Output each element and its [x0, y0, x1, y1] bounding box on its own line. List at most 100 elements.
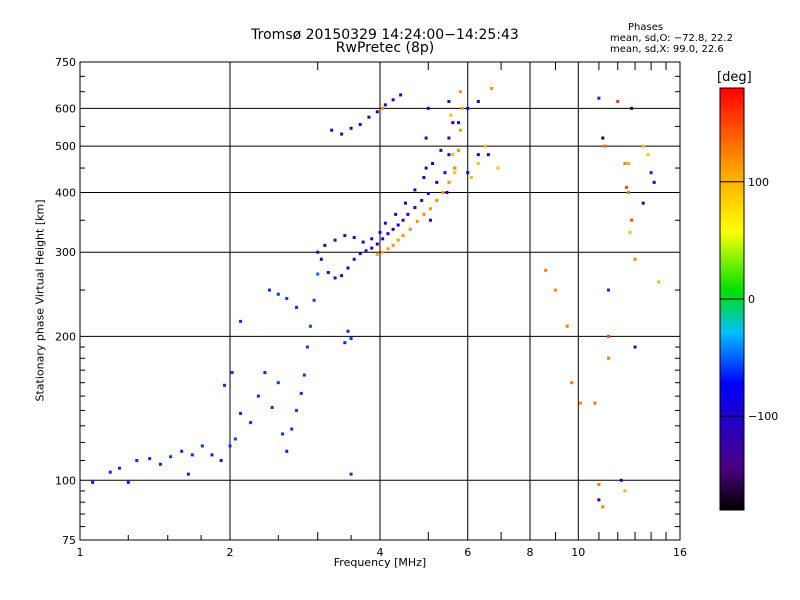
data-point — [383, 221, 387, 225]
data-point — [281, 432, 285, 436]
data-point — [401, 234, 405, 238]
data-point — [597, 498, 601, 502]
data-point — [476, 161, 480, 165]
data-point — [249, 421, 253, 425]
data-point — [358, 252, 362, 256]
data-point — [597, 96, 601, 100]
data-point — [623, 489, 627, 493]
x-tick-label: 4 — [377, 546, 384, 559]
data-point — [228, 444, 232, 448]
data-point — [633, 345, 637, 349]
data-point — [386, 247, 390, 251]
data-point — [394, 212, 398, 216]
data-point — [544, 268, 548, 272]
data-point — [424, 136, 428, 140]
data-point — [570, 381, 574, 385]
data-point — [422, 212, 426, 216]
data-point — [435, 198, 439, 202]
data-point — [469, 175, 473, 179]
colorbar-tick-label: 0 — [748, 293, 755, 306]
y-tick-label: 400 — [55, 186, 76, 199]
data-point — [476, 153, 480, 157]
data-point — [601, 136, 605, 140]
y-tick-label: 600 — [55, 102, 76, 115]
data-point — [391, 227, 395, 231]
data-point — [346, 329, 350, 333]
data-point — [333, 276, 337, 280]
data-point — [431, 161, 435, 165]
data-point — [326, 271, 330, 275]
data-point — [367, 115, 371, 119]
data-point — [233, 437, 237, 441]
data-point — [316, 250, 320, 254]
data-point — [406, 212, 410, 216]
data-point — [597, 482, 601, 486]
data-point — [603, 144, 607, 148]
x-tick-label: 6 — [464, 546, 471, 559]
data-point — [408, 227, 412, 231]
stats-heading: Phases — [628, 22, 664, 33]
data-point — [285, 449, 289, 453]
data-point — [358, 123, 362, 127]
data-point — [305, 345, 309, 349]
data-point — [383, 103, 387, 107]
colorbar-label: [deg] — [717, 70, 752, 85]
data-point — [626, 161, 630, 165]
data-point — [453, 171, 457, 175]
data-point — [447, 100, 451, 104]
data-point — [370, 237, 374, 241]
data-point — [657, 280, 661, 284]
data-point — [628, 230, 632, 234]
data-point — [312, 298, 316, 302]
data-point — [158, 462, 162, 466]
data-point — [223, 383, 227, 387]
x-axis-label: Frequency [MHz] — [333, 556, 427, 569]
data-point — [476, 100, 480, 104]
data-point — [333, 238, 337, 242]
data-point — [386, 232, 390, 236]
data-point — [148, 457, 152, 461]
data-point — [415, 219, 419, 223]
data-point — [285, 297, 289, 301]
data-point — [413, 188, 417, 192]
data-point — [239, 411, 243, 415]
data-point — [607, 288, 611, 292]
data-point — [270, 405, 274, 409]
data-point — [625, 185, 629, 189]
data-point — [239, 319, 243, 323]
data-point — [490, 87, 494, 91]
x-tick-label: 1 — [77, 546, 84, 559]
data-point — [340, 274, 344, 278]
data-point — [578, 401, 582, 405]
colorbar-tick-label: −100 — [748, 410, 778, 423]
plot-frame — [79, 61, 681, 541]
data-point — [466, 171, 470, 175]
data-point — [391, 98, 395, 102]
stats-line-x: mean, sd,X: 99.0, 22.6 — [610, 44, 724, 55]
data-point — [428, 218, 432, 222]
data-point — [616, 100, 620, 104]
data-point — [135, 458, 139, 462]
data-point — [295, 408, 299, 412]
data-point — [458, 128, 462, 132]
data-point — [343, 234, 347, 238]
data-point — [445, 190, 449, 194]
data-point — [483, 144, 487, 148]
data-point — [396, 223, 400, 227]
data-point — [256, 394, 260, 398]
data-point — [381, 237, 385, 241]
data-point — [396, 238, 400, 242]
data-point — [364, 249, 368, 253]
data-point — [641, 144, 645, 148]
data-point — [343, 341, 347, 345]
data-point — [453, 166, 457, 170]
data-point — [457, 148, 461, 152]
data-point — [428, 207, 432, 211]
data-point — [646, 153, 650, 157]
data-point — [375, 242, 379, 246]
data-point — [641, 201, 645, 205]
data-point — [422, 175, 426, 179]
data-point — [378, 230, 382, 234]
